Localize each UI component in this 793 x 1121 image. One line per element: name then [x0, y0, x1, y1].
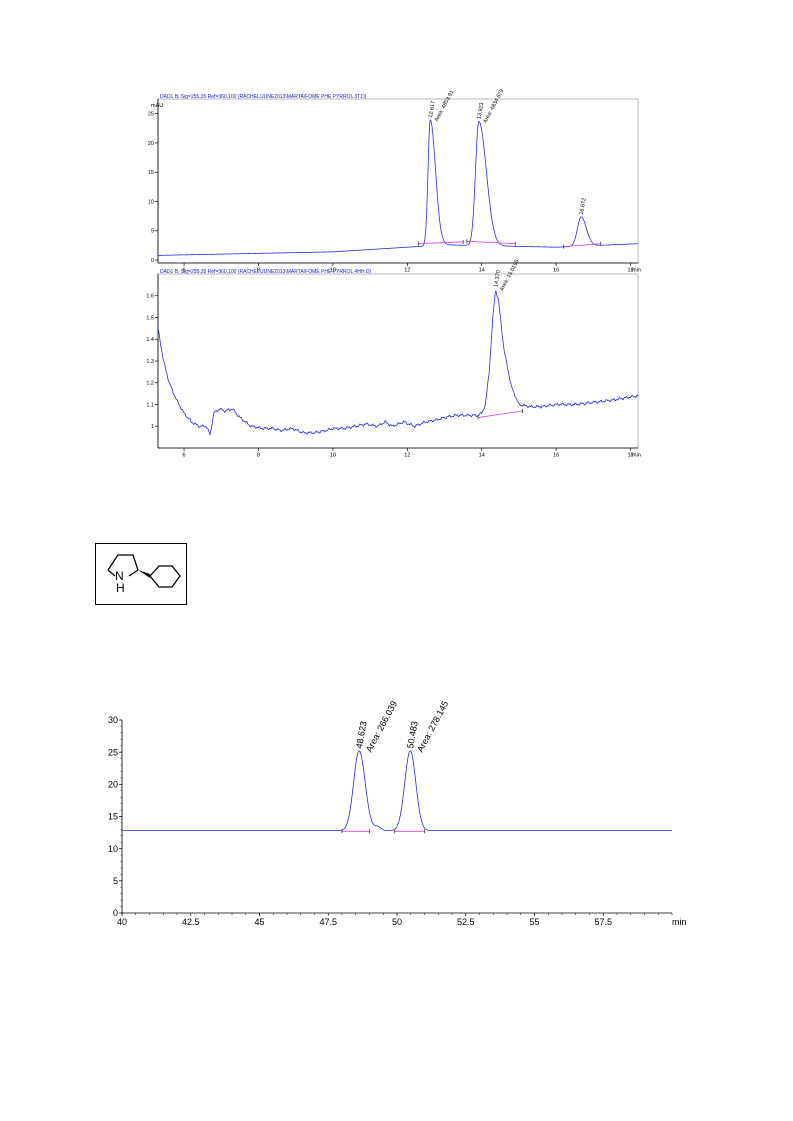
x-tick-label: 10: [330, 268, 336, 274]
y-tick-label: 5: [113, 876, 118, 886]
chart-header: DAD1 B, Sig=255,35 Ref=360,100 (RACHEL\J…: [160, 94, 367, 100]
peak-area: Area: 278.145: [415, 699, 450, 754]
y-tick-label: 0: [151, 258, 154, 264]
integration-baseline: [563, 243, 601, 247]
x-unit-label: min: [632, 268, 641, 274]
y-tick-label: 15: [108, 812, 118, 822]
x-tick-label: 16: [553, 453, 559, 459]
x-tick-label: 57.5: [594, 917, 612, 927]
nitrogen-label: N: [115, 569, 124, 583]
y-tick-label: 1: [151, 424, 154, 430]
chromatogram-1: DAD1 B, Sig=255,35 Ref=360,100 (RACHEL\J…: [148, 88, 641, 274]
molecule-structure-box: N H: [95, 543, 187, 605]
peak-retention-time: 48.623: [354, 720, 369, 749]
y-tick-label: 1.4: [146, 337, 154, 343]
y-tick-label: 1.2: [146, 381, 154, 387]
y-tick-label: 1.3: [146, 359, 154, 365]
x-tick-label: 12: [404, 268, 410, 274]
chromatogram-3: 0 5 10 15 20 25 30 40 42.5 45 47.5 50 52.5 55 57.5 min 4…: [108, 699, 687, 927]
plot-frame: [157, 98, 639, 264]
x-tick-label: 50: [392, 917, 402, 927]
y-tick-label: 10: [148, 199, 154, 205]
peak-retention-time: 13.923: [477, 102, 486, 120]
y-tick-label: 20: [148, 141, 154, 147]
plot-frame: [157, 273, 639, 449]
chart-header: DAD1 B, Sig=255,35 Ref=360,100 (RACHEL\J…: [160, 269, 371, 275]
y-tick-label: 30: [108, 715, 118, 725]
y-tick-label: 25: [148, 112, 154, 118]
x-unit-label: min: [632, 453, 641, 459]
x-tick-label: 8: [257, 268, 260, 274]
x-tick-label: 14: [479, 268, 485, 274]
x-tick-label: 45: [254, 917, 264, 927]
x-tick-label: 12: [404, 453, 410, 459]
x-tick-label: 16: [553, 268, 559, 274]
peak-retention-time: 12.617: [428, 101, 437, 119]
x-tick-label: 8: [257, 453, 260, 459]
x-tick-label: 52.5: [457, 917, 475, 927]
peak-retention-time: 50.483: [405, 720, 420, 749]
x-tick-label: 18: [627, 268, 633, 274]
x-tick-label: 42.5: [182, 917, 200, 927]
y-axis-label: mAU: [151, 103, 163, 109]
y-tick-label: 15: [148, 170, 154, 176]
peak-retention-time: 14.370: [493, 270, 502, 288]
y-tick-label: 25: [108, 747, 118, 757]
y-tick-label: 1.6: [146, 294, 154, 300]
signal-trace: [157, 290, 639, 436]
x-tick-label: 18: [627, 453, 633, 459]
peak-area: Area: 4834.679: [482, 88, 505, 124]
chromatogram-2: DAD1 B, Sig=255,35 Ref=360,100 (RACHEL\J…: [146, 259, 641, 459]
signal-trace: [157, 119, 638, 256]
integration-baseline: [418, 241, 464, 245]
integration-baseline: [477, 410, 523, 418]
y-tick-label: 1.1: [146, 402, 154, 408]
y-tick-label: 0: [113, 908, 118, 918]
pyrrolidine-cyclohexyl-structure: N H: [107, 554, 181, 595]
x-tick-label: 6: [183, 453, 186, 459]
integration-baseline: [466, 240, 516, 245]
x-tick-label: 6: [183, 268, 186, 274]
signal-trace: [122, 750, 672, 832]
x-tick-label: 10: [330, 453, 336, 459]
peak-area: Area: 4853.91: [434, 89, 456, 122]
y-tick-label: 5: [151, 229, 154, 235]
x-tick-label: 14: [479, 453, 485, 459]
x-unit-label: min: [672, 917, 687, 927]
x-tick-label: 47.5: [319, 917, 337, 927]
y-tick-label: 10: [108, 844, 118, 854]
x-tick-label: 55: [529, 917, 539, 927]
hydrogen-label: H: [116, 581, 125, 595]
y-tick-label: 20: [108, 779, 118, 789]
peak-area: Area: 266.039: [364, 699, 399, 754]
peak-retention-time: 16.672: [579, 198, 588, 216]
x-tick-label: 40: [117, 917, 127, 927]
y-tick-label: 1.5: [146, 315, 154, 321]
